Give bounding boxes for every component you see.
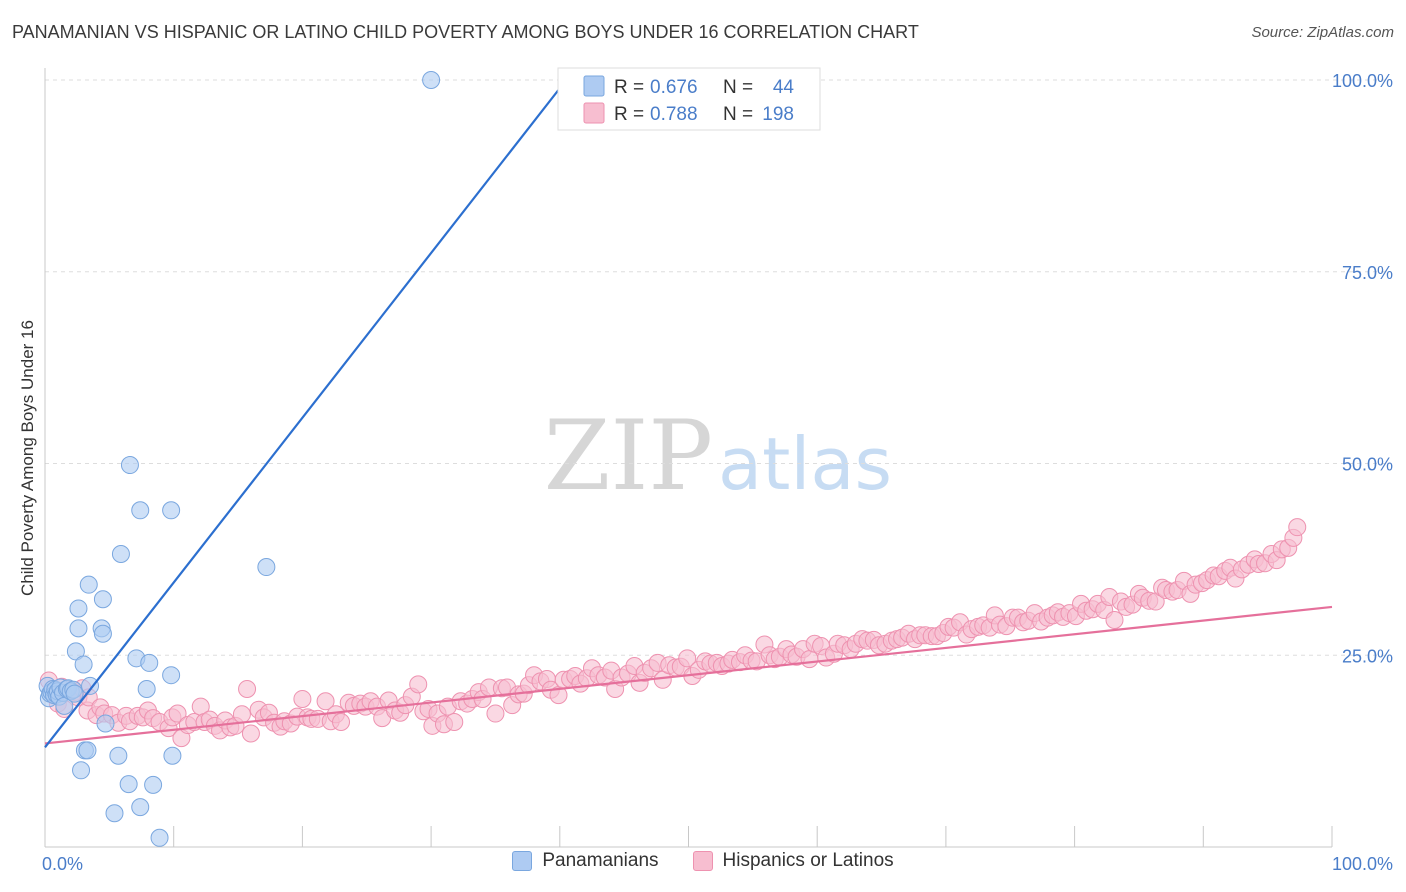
legend-n-label: N = bbox=[723, 77, 753, 98]
hispanic-point bbox=[238, 679, 257, 698]
legend-swatch-panamanian bbox=[583, 75, 605, 97]
hispanic-point bbox=[1288, 518, 1307, 537]
legend-label-panamanians: Panamanians bbox=[542, 850, 659, 871]
hispanic-point bbox=[409, 675, 428, 694]
legend-r-value: 0.788 bbox=[650, 104, 698, 125]
panamanian-point bbox=[93, 624, 112, 643]
chart-source: Source: ZipAtlas.com bbox=[1251, 24, 1394, 41]
panamanian-point bbox=[111, 545, 130, 564]
legend-n-value: 198 bbox=[762, 104, 794, 125]
panamanian-point bbox=[69, 599, 88, 618]
panamanian-point bbox=[69, 619, 88, 638]
hispanic-trend-line bbox=[44, 605, 1333, 745]
hispanic-point bbox=[678, 649, 697, 668]
panamanian-point bbox=[131, 501, 150, 520]
panamanian-point bbox=[78, 741, 97, 760]
legend-n-label: N = bbox=[723, 104, 753, 125]
panamanian-point bbox=[96, 714, 115, 733]
watermark-zip: ZIP bbox=[544, 400, 713, 512]
hispanic-point bbox=[168, 704, 187, 723]
hispanic-point bbox=[332, 712, 351, 731]
hispanic-point bbox=[486, 704, 505, 723]
legend-r-value: 0.676 bbox=[650, 77, 698, 98]
y-tick-label: 25.0% bbox=[1342, 646, 1393, 666]
panamanian-point bbox=[140, 653, 159, 672]
y-tick-label: 75.0% bbox=[1342, 263, 1393, 283]
hispanic-point bbox=[232, 705, 251, 724]
hispanic-point bbox=[316, 692, 335, 711]
y-tick-label: 50.0% bbox=[1342, 455, 1393, 475]
panamanian-point bbox=[162, 501, 181, 520]
y-axis-label: Child Poverty Among Boys Under 16 bbox=[18, 320, 37, 596]
x-tick-label-min: 0.0% bbox=[42, 854, 83, 874]
legend-swatch-hispanics bbox=[692, 851, 713, 871]
panamanian-trend-line bbox=[44, 79, 568, 748]
legend-item-panamanians: Panamanians bbox=[512, 850, 659, 872]
panamanian-point bbox=[119, 775, 138, 794]
y-tick-label: 100.0% bbox=[1332, 71, 1393, 91]
panamanian-point bbox=[81, 676, 100, 695]
hispanic-point bbox=[445, 712, 464, 731]
panamanian-point bbox=[109, 746, 128, 765]
panamanian-point bbox=[422, 71, 441, 89]
panamanian-point bbox=[105, 804, 124, 823]
panamanian-point bbox=[131, 798, 150, 817]
legend-r-label: R = bbox=[614, 104, 644, 125]
legend-swatch-panamanians bbox=[512, 851, 533, 871]
panamanian-point bbox=[144, 775, 163, 794]
panamanian-point bbox=[150, 828, 169, 847]
legend-r-label: R = bbox=[614, 77, 644, 98]
chart-title: PANAMANIAN VS HISPANIC OR LATINO CHILD P… bbox=[12, 22, 919, 42]
legend-item-hispanics: Hispanics or Latinos bbox=[692, 850, 894, 872]
panamanian-point bbox=[74, 655, 93, 674]
hispanic-point bbox=[241, 724, 260, 743]
legend-n-value: 44 bbox=[773, 77, 795, 98]
panamanian-point bbox=[65, 684, 84, 703]
panamanian-point bbox=[93, 590, 112, 609]
panamanian-point bbox=[163, 746, 182, 765]
panamanian-point bbox=[72, 761, 91, 780]
panamanian-point bbox=[120, 456, 139, 475]
panamanian-point bbox=[137, 679, 156, 698]
panamanian-point bbox=[162, 666, 181, 685]
hispanic-point bbox=[1105, 610, 1124, 629]
legend-swatch-hispanic bbox=[583, 102, 605, 124]
legend-label-hispanics: Hispanics or Latinos bbox=[722, 850, 894, 871]
panamanian-point bbox=[257, 558, 276, 577]
panamanian-point bbox=[79, 575, 98, 594]
hispanic-point bbox=[800, 650, 819, 669]
bottom-legend: Panamanians Hispanics or Latinos bbox=[0, 850, 1406, 872]
x-tick-label-max: 100.0% bbox=[1332, 854, 1393, 874]
hispanic-point bbox=[293, 689, 312, 708]
